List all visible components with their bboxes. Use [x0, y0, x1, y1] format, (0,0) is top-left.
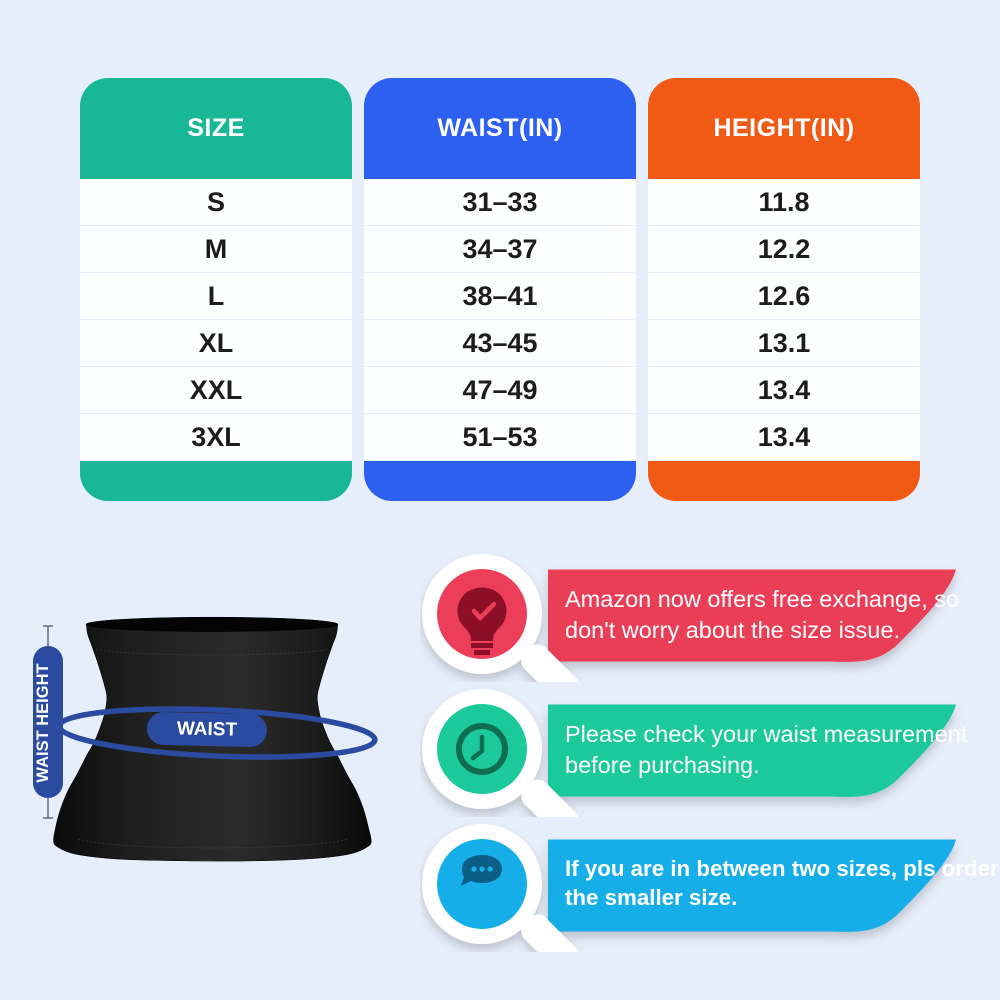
svg-text:WAIST HEIGHT: WAIST HEIGHT [34, 663, 52, 782]
svg-text:WAIST: WAIST [177, 718, 238, 740]
